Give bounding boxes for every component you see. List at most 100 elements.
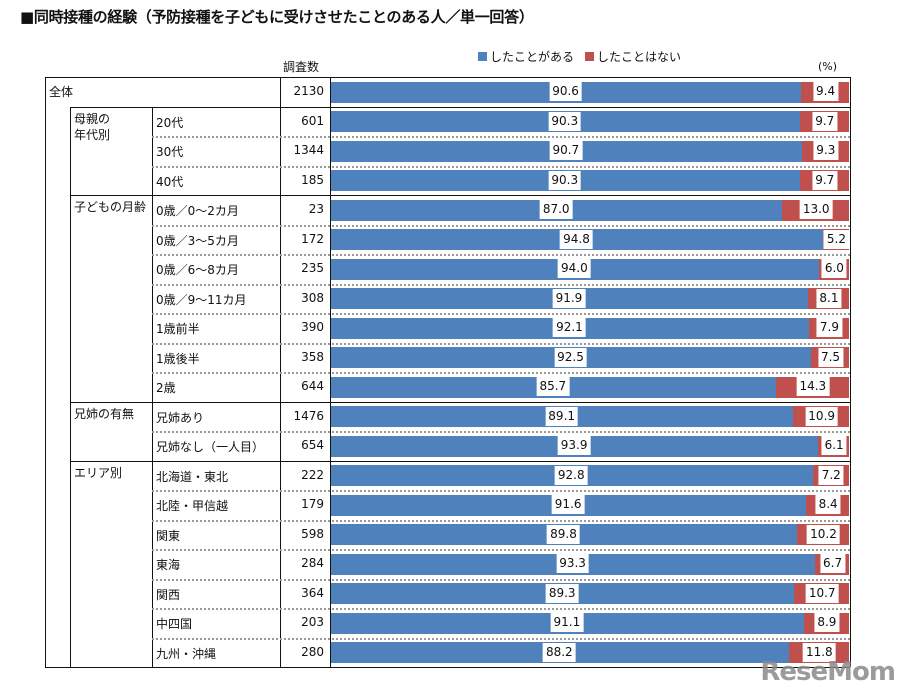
column-divider [45, 77, 46, 667]
row-label: 九州・沖縄 [156, 646, 217, 661]
data-label-not: 13.0 [799, 200, 833, 219]
data-label-not: 7.9 [816, 318, 842, 337]
row-divider-dashed [152, 283, 850, 286]
row-label: 北陸・甲信越 [156, 499, 229, 513]
data-label-did: 91.9 [552, 288, 586, 308]
row-label: 0歳／6〜8カ月 [156, 263, 239, 277]
row-label: 30代 [156, 145, 184, 159]
data-label-did: 94.0 [558, 259, 591, 278]
data-label-did: 91.1 [550, 613, 584, 632]
data-label-not: 5.2 [823, 229, 850, 249]
row-divider [70, 401, 850, 403]
data-label-did: 94.8 [560, 229, 593, 249]
row-divider [45, 77, 850, 78]
count-column-header: 調査数 [283, 60, 320, 74]
row-divider-dashed [152, 165, 850, 168]
row-label: 関東 [156, 528, 181, 543]
row-label: 1歳前半 [156, 322, 200, 336]
row-label: 1歳後半 [156, 351, 200, 366]
data-label-did: 91.6 [551, 495, 585, 514]
row-label: 兄姉あり [156, 410, 205, 425]
row-divider-dashed [152, 136, 850, 138]
column-divider [70, 460, 71, 667]
legend-swatch-not [585, 52, 594, 61]
data-label-not: 8.9 [814, 613, 840, 632]
sample-count: 644 [301, 379, 324, 393]
sample-count: 203 [301, 615, 324, 629]
sample-count: 1344 [293, 143, 324, 157]
data-label-not: 10.7 [805, 583, 839, 603]
data-label-did: 93.9 [557, 436, 591, 455]
row-label: 兄姉なし（一人目） [156, 440, 265, 454]
row-divider-dashed [152, 313, 850, 315]
legend-swatch-did [478, 52, 487, 61]
data-label-did: 87.0 [539, 200, 573, 219]
data-label-did: 85.7 [536, 377, 570, 396]
data-label-did: 90.6 [549, 82, 582, 101]
column-divider [70, 106, 71, 195]
sample-count: 222 [301, 467, 324, 482]
chart-title: ■同時接種の経験（予防接種を子どもに受けさせたことのある人／単一回答） [20, 8, 534, 26]
row-label: 0歳／0〜2カ月 [156, 204, 239, 218]
data-label-did: 92.5 [554, 347, 587, 367]
sample-count: 172 [301, 231, 324, 246]
data-label-not: 7.5 [817, 347, 844, 367]
row-divider [45, 667, 70, 668]
legend-item-not: したことはない [585, 48, 681, 65]
sample-count: 280 [301, 644, 324, 659]
row-divider-dashed [152, 549, 850, 551]
row-divider-dashed [152, 254, 850, 256]
data-label-not: 9.7 [812, 170, 838, 190]
row-label: 0歳／3〜5カ月 [156, 233, 239, 248]
sample-count: 235 [301, 261, 324, 275]
row-divider [70, 195, 850, 196]
column-divider [152, 106, 153, 195]
sample-count: 308 [301, 290, 324, 305]
column-divider [152, 195, 153, 402]
data-label-did: 89.8 [547, 524, 580, 544]
sample-count: 23 [308, 202, 324, 216]
unit-label: (%) [818, 60, 838, 73]
row-divider [70, 460, 850, 462]
sample-count: 1476 [293, 408, 324, 423]
data-label-did: 88.2 [542, 642, 576, 662]
data-label-not: 9.4 [813, 82, 839, 101]
data-label-did: 92.8 [554, 465, 588, 485]
group-label: 母親の 年代別 [74, 111, 111, 142]
row-label: 関西 [156, 587, 181, 602]
column-divider [70, 401, 71, 461]
legend-item-did: したことがある [478, 48, 574, 65]
sample-count: 358 [301, 349, 324, 364]
sample-count: 2130 [293, 84, 324, 98]
row-divider-dashed [152, 519, 850, 522]
sample-count: 598 [301, 526, 324, 541]
sample-count: 284 [301, 556, 324, 570]
row-divider [70, 667, 850, 668]
legend-label-did: したことがある [490, 50, 575, 64]
data-label-not: 14.3 [796, 377, 830, 396]
row-label: 北海道・東北 [156, 469, 229, 484]
sample-count: 654 [301, 438, 324, 452]
row-divider-dashed [152, 490, 850, 492]
row-divider-dashed [152, 637, 850, 640]
row-label: 2歳 [156, 381, 176, 395]
sample-count: 179 [301, 497, 324, 511]
group-label: エリア別 [74, 465, 123, 480]
row-divider-dashed [152, 608, 850, 610]
group-label: 全体 [49, 85, 74, 99]
row-divider-dashed [152, 372, 850, 374]
data-label-not: 6.0 [821, 259, 847, 278]
row-label: 中四国 [156, 617, 193, 631]
column-divider [152, 460, 153, 667]
data-label-did: 93.3 [556, 554, 589, 573]
data-label-not: 8.4 [815, 495, 841, 514]
row-label: 0歳／9〜11カ月 [156, 292, 247, 307]
watermark-logo: ReseMom [760, 657, 896, 687]
row-divider-dashed [152, 578, 850, 581]
group-label: 兄姉の有無 [74, 406, 135, 421]
row-label: 40代 [156, 174, 184, 189]
sample-count: 601 [301, 113, 324, 128]
data-label-did: 90.7 [549, 141, 583, 160]
data-label-did: 90.3 [548, 170, 582, 190]
column-divider [850, 77, 851, 667]
